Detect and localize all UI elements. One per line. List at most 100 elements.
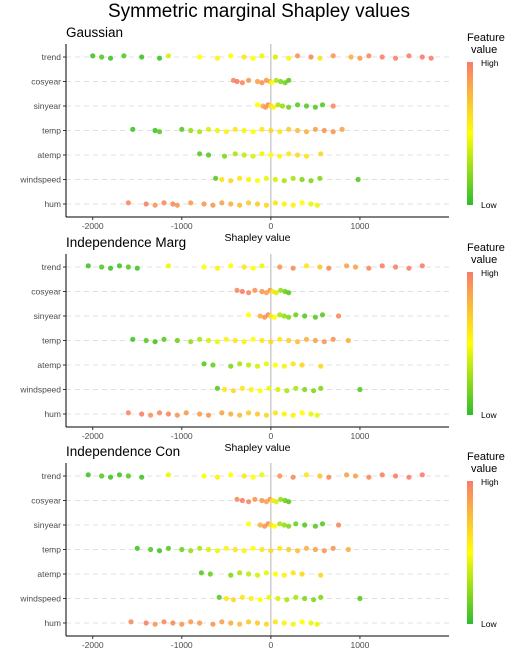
data-point [259, 263, 265, 269]
data-point [198, 570, 204, 576]
data-point [228, 201, 234, 207]
data-point [321, 339, 327, 345]
data-point [143, 337, 149, 344]
data-point [339, 126, 345, 132]
data-point [308, 201, 314, 207]
data-point [275, 595, 281, 602]
data-point [290, 202, 296, 208]
x-tick-label: 1000 [350, 221, 369, 231]
data-point [245, 571, 252, 577]
data-point [352, 473, 359, 479]
data-point [245, 77, 252, 83]
data-point [90, 53, 96, 59]
data-point [294, 127, 301, 134]
data-point [343, 472, 350, 478]
legend-title: value [471, 254, 497, 266]
data-point [281, 201, 287, 207]
data-point [335, 522, 342, 528]
data-point [278, 78, 284, 85]
data-point [250, 265, 256, 271]
data-point [214, 339, 221, 345]
data-point [214, 55, 221, 61]
data-point [278, 287, 284, 293]
data-point [281, 411, 287, 417]
x-tick-label: -1000 [171, 221, 193, 231]
data-point [275, 102, 281, 108]
data-point [419, 472, 425, 478]
data-point [188, 200, 194, 206]
data-point [254, 178, 261, 184]
data-point [237, 412, 243, 418]
data-point [272, 54, 278, 60]
data-point [116, 472, 123, 478]
data-point [221, 153, 228, 159]
data-point [214, 548, 221, 554]
data-point [250, 474, 256, 480]
data-point [284, 388, 290, 394]
data-point [197, 411, 203, 417]
data-point [237, 202, 243, 208]
data-point [130, 336, 136, 342]
data-point [294, 102, 301, 108]
data-point [201, 473, 207, 479]
data-point [161, 619, 167, 625]
y-tick-label: temp [42, 545, 61, 555]
data-point [228, 263, 234, 269]
data-point [259, 151, 265, 157]
data-point [156, 55, 163, 61]
data-point [188, 548, 194, 554]
data-point [286, 290, 292, 296]
data-point [174, 337, 180, 344]
data-point [139, 474, 145, 480]
y-tick-label: cosyear [31, 77, 61, 87]
y-tick-label: atemp [37, 569, 61, 579]
data-point [406, 265, 412, 271]
data-point [277, 312, 283, 318]
data-point [318, 594, 324, 600]
x-tick-label: -2000 [82, 221, 104, 231]
data-point [259, 126, 265, 132]
data-point [366, 474, 372, 480]
data-point [259, 53, 265, 59]
data-point [318, 572, 324, 578]
data-point [125, 200, 131, 206]
data-point [121, 53, 127, 59]
data-point [234, 496, 240, 502]
data-point [335, 313, 342, 319]
data-point [286, 337, 292, 344]
data-point [281, 522, 287, 528]
data-point [294, 339, 301, 345]
data-point [188, 619, 194, 625]
data-point [197, 129, 203, 135]
data-point [201, 361, 207, 367]
data-point [213, 175, 219, 181]
data-point [130, 126, 136, 132]
panel-title: Independence Marg [66, 235, 186, 250]
legend-high-label: High [481, 477, 499, 487]
legend-colorbar [467, 272, 473, 415]
data-point [223, 336, 229, 342]
y-tick-label: atemp [37, 150, 61, 160]
data-point [228, 53, 234, 59]
data-point [312, 126, 318, 132]
data-point [223, 545, 229, 551]
data-point [156, 548, 163, 554]
data-point [99, 264, 105, 270]
data-point [272, 176, 278, 183]
data-point [312, 546, 318, 553]
data-point [183, 410, 189, 416]
y-tick-label: hum [44, 618, 61, 628]
data-point [308, 178, 314, 184]
data-point [165, 411, 172, 417]
data-point [299, 200, 305, 206]
data-point [268, 127, 274, 134]
data-point [302, 595, 308, 602]
data-point [303, 472, 310, 478]
data-point [234, 287, 240, 293]
data-point [272, 200, 278, 206]
data-point [308, 54, 314, 60]
data-point [268, 339, 274, 345]
data-point [317, 264, 323, 270]
y-tick-label: windspeed [19, 175, 61, 185]
data-point [245, 619, 252, 625]
